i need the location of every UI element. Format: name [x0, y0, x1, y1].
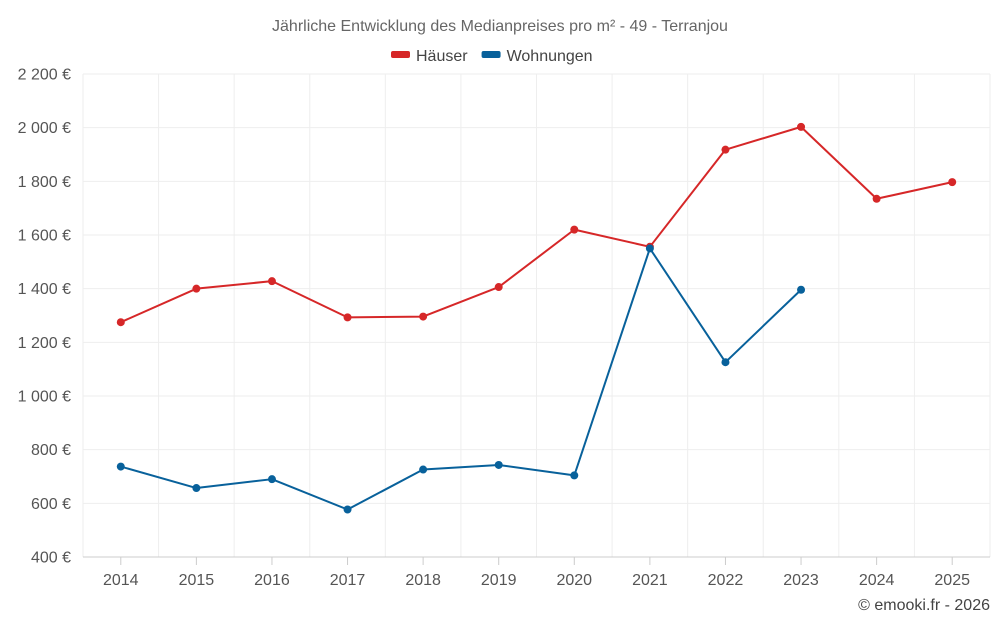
x-axis-ticks: 2014 2015 2016 2017 2018 2019 2020 2021 2022 2023… — [103, 557, 970, 589]
y-tick-label: 800 € — [31, 442, 71, 459]
legend-swatch — [391, 51, 410, 58]
data-point[interactable] — [721, 145, 730, 154]
y-tick-label: 600 € — [31, 496, 71, 513]
data-point[interactable] — [192, 484, 201, 493]
data-point[interactable] — [116, 318, 125, 327]
y-tick-label: 1 600 € — [18, 228, 71, 245]
legend-label: Häuser — [416, 48, 468, 65]
x-tick-label: 2014 — [103, 572, 139, 589]
data-point[interactable] — [570, 471, 579, 480]
y-tick-label: 1 400 € — [18, 281, 71, 298]
x-gridlines — [82, 74, 991, 557]
legend-swatch — [481, 51, 501, 58]
data-point[interactable] — [343, 505, 352, 514]
data-point[interactable] — [721, 358, 730, 367]
series-layer — [116, 122, 957, 514]
data-point[interactable] — [494, 283, 503, 292]
x-tick-label: 2025 — [934, 572, 970, 589]
series-line — [120, 125, 953, 324]
legend-item[interactable]: Häuser — [391, 48, 468, 65]
y-tick-label: 2 200 € — [18, 67, 71, 84]
legend[interactable]: Häuser Wohnungen — [391, 48, 593, 65]
data-point[interactable] — [570, 225, 579, 234]
x-tick-label: 2023 — [783, 572, 819, 589]
data-point[interactable] — [116, 462, 125, 471]
y-tick-label: 1 200 € — [18, 335, 71, 352]
x-tick-label: 2019 — [481, 572, 517, 589]
data-point[interactable] — [192, 284, 201, 293]
data-point[interactable] — [797, 122, 806, 131]
x-tick-label: 2024 — [859, 572, 895, 589]
data-point[interactable] — [267, 475, 276, 484]
data-point[interactable] — [948, 178, 957, 187]
y-tick-label: 1 800 € — [18, 174, 71, 191]
x-tick-label: 2022 — [708, 572, 744, 589]
x-tick-label: 2015 — [179, 572, 215, 589]
data-point[interactable] — [494, 460, 503, 469]
x-tick-label: 2017 — [330, 572, 366, 589]
x-tick-label: 2020 — [556, 572, 592, 589]
series-wohnungen — [116, 244, 806, 514]
chart-title: Jährliche Entwicklung des Medianpreises … — [272, 18, 728, 35]
legend-item[interactable]: Wohnungen — [481, 48, 593, 65]
y-tick-label: 2 000 € — [18, 120, 71, 137]
series-häuser — [116, 122, 957, 327]
credit-label: © emooki.fr - 2026 — [858, 597, 990, 614]
data-point[interactable] — [645, 244, 654, 253]
data-point[interactable] — [419, 465, 428, 474]
data-point[interactable] — [419, 312, 428, 321]
y-axis-ticks: 400 € 600 € 800 € 1 000 € 1 200 € 1 400 € 1 60… — [18, 67, 71, 567]
data-point[interactable] — [797, 285, 806, 294]
legend-label: Wohnungen — [507, 48, 593, 65]
x-tick-label: 2018 — [405, 572, 441, 589]
data-point[interactable] — [872, 194, 881, 203]
x-tick-label: 2021 — [632, 572, 668, 589]
data-point[interactable] — [267, 277, 276, 286]
x-tick-label: 2016 — [254, 572, 290, 589]
series-line — [120, 247, 802, 511]
data-point[interactable] — [343, 313, 352, 322]
y-tick-label: 400 € — [31, 550, 71, 567]
y-tick-label: 1 000 € — [18, 389, 71, 406]
